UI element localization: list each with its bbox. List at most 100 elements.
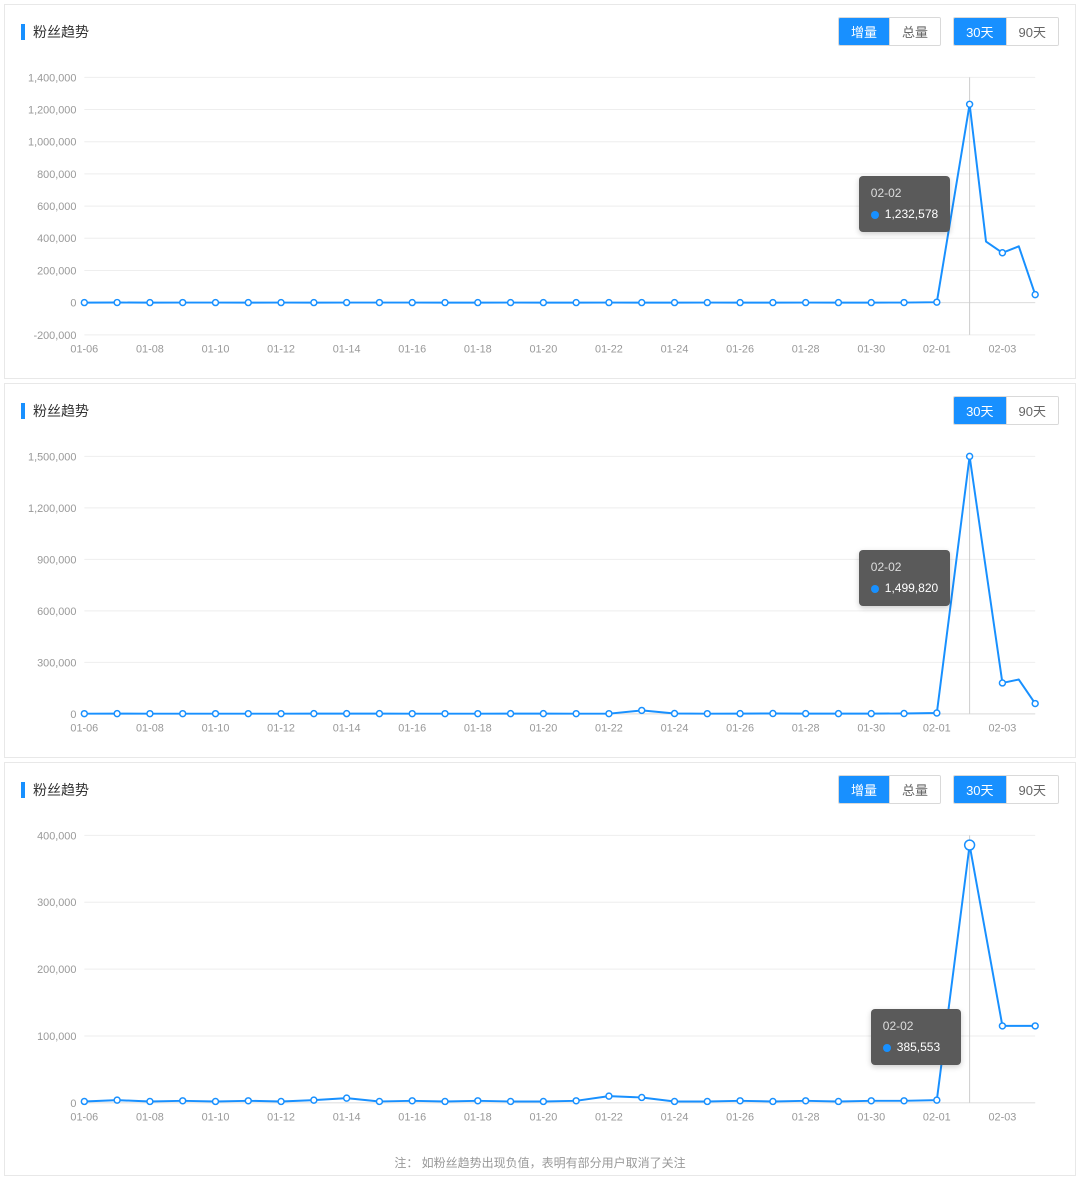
chart-panel: 粉丝趋势 30天90天 0 300,000 600,000 900,000 1,200,00… <box>4 383 1076 758</box>
tooltip-date: 02-02 <box>871 558 938 577</box>
svg-text:1,500,000: 1,500,000 <box>28 451 76 463</box>
svg-text:01-20: 01-20 <box>529 1112 557 1124</box>
svg-text:01-16: 01-16 <box>398 1112 426 1124</box>
svg-text:01-08: 01-08 <box>136 723 164 735</box>
footnote-text: 注： 如粉丝趋势出现负值，表明有部分用户取消了关注 <box>5 1146 1075 1175</box>
period-90d-button[interactable]: 90天 <box>1006 776 1058 803</box>
panel-header: 粉丝趋势 增量总量 30天90天 <box>5 763 1075 812</box>
svg-text:01-30: 01-30 <box>857 1112 885 1124</box>
panel-header: 粉丝趋势 30天90天 <box>5 384 1075 433</box>
toggle-total-button[interactable]: 总量 <box>889 776 940 803</box>
svg-text:02-01: 02-01 <box>923 723 951 735</box>
panel-title: 粉丝趋势 <box>33 22 89 42</box>
tooltip-dot-icon <box>871 211 879 219</box>
svg-text:01-24: 01-24 <box>661 1112 689 1124</box>
svg-text:01-24: 01-24 <box>661 723 689 735</box>
svg-text:01-18: 01-18 <box>464 344 492 356</box>
svg-text:01-12: 01-12 <box>267 1112 295 1124</box>
svg-text:01-18: 01-18 <box>464 723 492 735</box>
svg-text:-200,000: -200,000 <box>33 330 76 342</box>
period-30d-button[interactable]: 30天 <box>954 397 1005 424</box>
toggle-period: 30天90天 <box>953 775 1059 804</box>
svg-text:300,000: 300,000 <box>37 897 76 909</box>
period-90d-button[interactable]: 90天 <box>1006 18 1058 45</box>
svg-text:01-14: 01-14 <box>333 723 361 735</box>
svg-text:01-30: 01-30 <box>857 723 885 735</box>
svg-text:200,000: 200,000 <box>37 265 76 277</box>
svg-text:0: 0 <box>70 709 76 721</box>
title-accent-bar <box>21 403 25 419</box>
panel-title: 粉丝趋势 <box>33 780 89 800</box>
svg-text:01-10: 01-10 <box>202 1112 230 1124</box>
svg-text:01-12: 01-12 <box>267 344 295 356</box>
svg-text:400,000: 400,000 <box>37 233 76 245</box>
svg-text:01-20: 01-20 <box>529 344 557 356</box>
chart-area: -200,0000200,000400,000600,000800,0001,0… <box>5 54 1075 378</box>
svg-text:01-30: 01-30 <box>857 344 885 356</box>
toggle-total-button[interactable]: 总量 <box>889 18 940 45</box>
tooltip-value: 1,499,820 <box>885 579 938 598</box>
svg-text:0: 0 <box>70 1098 76 1110</box>
panel-controls: 增量总量 30天90天 <box>838 17 1059 46</box>
tooltip-dot-icon <box>883 1044 891 1052</box>
svg-text:800,000: 800,000 <box>37 169 76 181</box>
period-30d-button[interactable]: 30天 <box>954 18 1005 45</box>
period-90d-button[interactable]: 90天 <box>1006 397 1058 424</box>
tooltip-value: 385,553 <box>897 1038 940 1057</box>
svg-text:01-14: 01-14 <box>333 344 361 356</box>
svg-text:01-18: 01-18 <box>464 1112 492 1124</box>
panel-title: 粉丝趋势 <box>33 401 89 421</box>
title-accent-bar <box>21 24 25 40</box>
svg-text:01-26: 01-26 <box>726 723 754 735</box>
tooltip-dot-icon <box>871 585 879 593</box>
title-accent-bar <box>21 782 25 798</box>
svg-text:01-10: 01-10 <box>202 723 230 735</box>
svg-text:01-06: 01-06 <box>70 344 98 356</box>
toggle-period: 30天90天 <box>953 17 1059 46</box>
chart-tooltip: 02-02 1,499,820 <box>859 550 950 606</box>
svg-text:01-22: 01-22 <box>595 1112 623 1124</box>
svg-text:900,000: 900,000 <box>37 554 76 566</box>
chart-tooltip: 02-021,232,578 <box>859 176 950 232</box>
svg-text:01-22: 01-22 <box>595 723 623 735</box>
toggle-increment-total: 增量总量 <box>838 17 941 46</box>
toggle-increment-button[interactable]: 增量 <box>839 18 889 45</box>
svg-text:01-14: 01-14 <box>333 1112 361 1124</box>
tooltip-date: 02-02 <box>883 1017 949 1036</box>
svg-text:1,000,000: 1,000,000 <box>28 137 76 149</box>
period-30d-button[interactable]: 30天 <box>954 776 1005 803</box>
toggle-period: 30天90天 <box>953 396 1059 425</box>
svg-text:02-03: 02-03 <box>988 1112 1016 1124</box>
svg-text:01-26: 01-26 <box>726 344 754 356</box>
chart-panel: 粉丝趋势增量总量30天90天0100,000200,000300,000400,… <box>4 762 1076 1176</box>
chart-svg: 0100,000200,000300,000400,00001-0601-080… <box>15 824 1055 1134</box>
svg-text:01-08: 01-08 <box>136 344 164 356</box>
svg-text:01-28: 01-28 <box>792 723 820 735</box>
svg-text:02-03: 02-03 <box>988 723 1016 735</box>
panel-controls: 30天90天 <box>953 396 1059 425</box>
svg-text:01-06: 01-06 <box>70 723 98 735</box>
tooltip-date: 02-02 <box>871 184 938 203</box>
svg-text:01-16: 01-16 <box>398 723 426 735</box>
svg-text:01-16: 01-16 <box>398 344 426 356</box>
svg-text:01-12: 01-12 <box>267 723 295 735</box>
svg-text:300,000: 300,000 <box>37 657 76 669</box>
svg-text:600,000: 600,000 <box>37 606 76 618</box>
svg-text:01-08: 01-08 <box>136 1112 164 1124</box>
svg-text:01-06: 01-06 <box>70 1112 98 1124</box>
svg-text:01-26: 01-26 <box>726 1112 754 1124</box>
svg-text:400,000: 400,000 <box>37 830 76 842</box>
svg-text:1,200,000: 1,200,000 <box>28 104 76 116</box>
svg-text:0: 0 <box>70 298 76 310</box>
toggle-increment-button[interactable]: 增量 <box>839 776 889 803</box>
svg-text:01-24: 01-24 <box>661 344 689 356</box>
svg-text:01-28: 01-28 <box>792 344 820 356</box>
svg-text:1,200,000: 1,200,000 <box>28 503 76 515</box>
chart-area: 0100,000200,000300,000400,00001-0601-080… <box>5 812 1075 1146</box>
svg-text:01-10: 01-10 <box>202 344 230 356</box>
svg-text:01-22: 01-22 <box>595 344 623 356</box>
svg-text:02-01: 02-01 <box>923 1112 951 1124</box>
svg-text:01-28: 01-28 <box>792 1112 820 1124</box>
svg-text:1,400,000: 1,400,000 <box>28 72 76 84</box>
chart-tooltip: 02-02 385,553 <box>871 1009 961 1065</box>
